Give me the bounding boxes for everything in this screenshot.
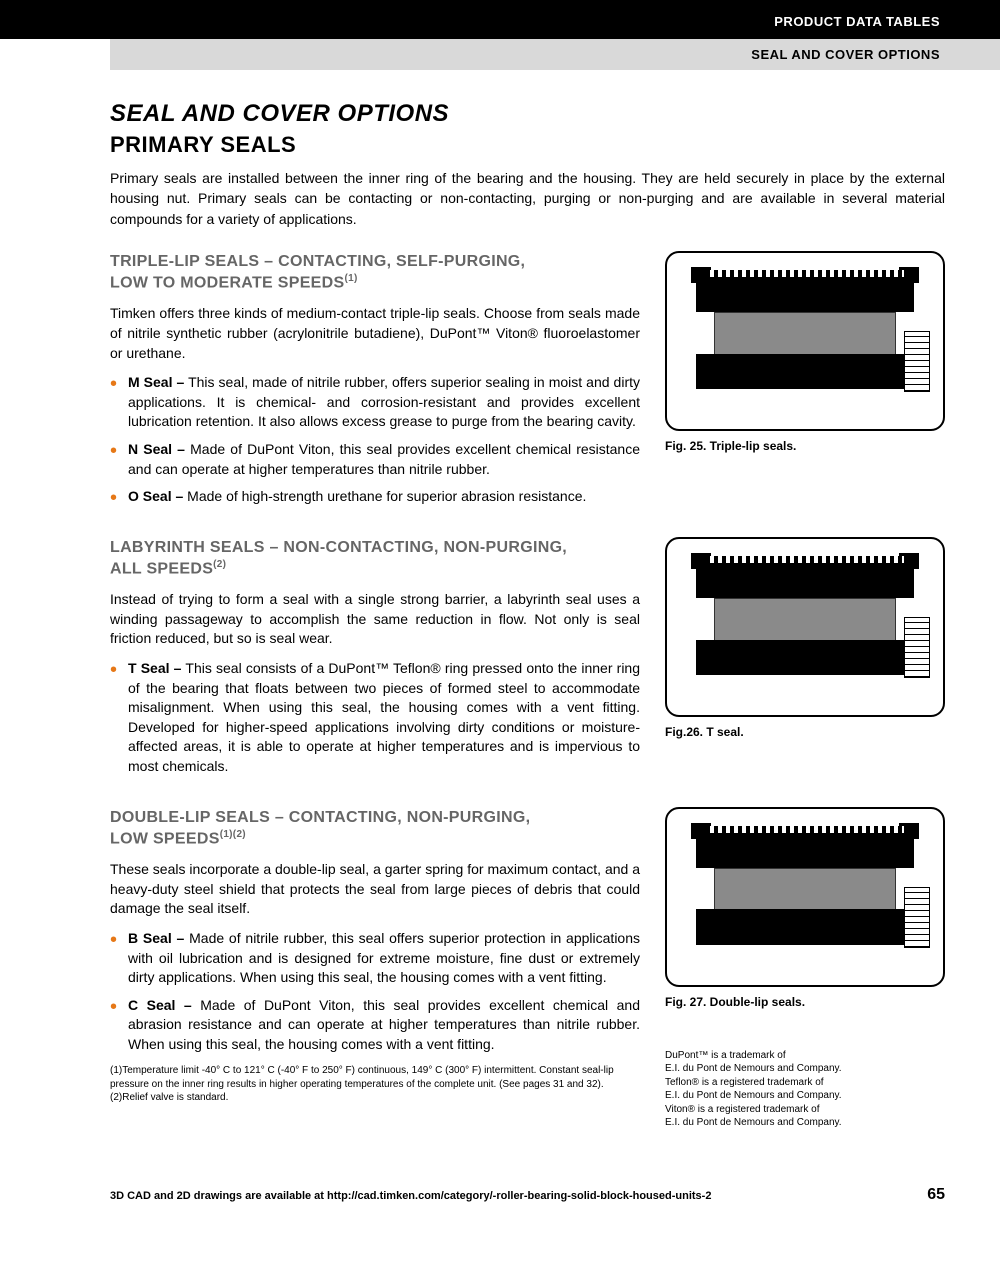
page-content: SEAL AND COVER OPTIONS PRIMARY SEALS Pri… xyxy=(0,70,1000,1172)
list-item: N Seal – Made of DuPont Viton, this seal… xyxy=(128,440,640,479)
intro-paragraph: Primary seals are installed between the … xyxy=(110,168,945,229)
figure-t-seal xyxy=(665,537,945,717)
section-labyrinth: LABYRINTH SEALS – NON-CONTACTING, NON-PU… xyxy=(110,537,945,785)
page-number: 65 xyxy=(927,1186,945,1204)
fig25-caption: Fig. 25. Triple-lip seals. xyxy=(665,439,945,453)
triple-body: Timken offers three kinds of medium-cont… xyxy=(110,304,640,363)
triple-heading: TRIPLE-LIP SEALS – CONTACTING, SELF-PURG… xyxy=(110,251,640,295)
double-heading: DOUBLE-LIP SEALS – CONTACTING, NON-PURGI… xyxy=(110,807,640,851)
list-item: O Seal – Made of high-strength urethane … xyxy=(128,487,640,507)
list-item: B Seal – Made of nitrile rubber, this se… xyxy=(128,929,640,988)
figure-triple-lip xyxy=(665,251,945,431)
footnotes: (1)Temperature limit -40° C to 121° C (-… xyxy=(110,1064,640,1105)
labyrinth-list: T Seal – This seal consists of a DuPont™… xyxy=(110,659,640,777)
double-body: These seals incorporate a double-lip sea… xyxy=(110,860,640,919)
labyrinth-body: Instead of trying to form a seal with a … xyxy=(110,590,640,649)
header-gray-text: SEAL AND COVER OPTIONS xyxy=(751,47,940,62)
main-title: SEAL AND COVER OPTIONS xyxy=(110,100,945,128)
figure-double-lip xyxy=(665,807,945,987)
section-triple-lip: TRIPLE-LIP SEALS – CONTACTING, SELF-PURG… xyxy=(110,251,945,515)
header-black-bar: PRODUCT DATA TABLES xyxy=(0,0,1000,39)
page-footer: 3D CAD and 2D drawings are available at … xyxy=(0,1172,1000,1224)
trademark-note: DuPont™ is a trademark of E.I. du Pont d… xyxy=(665,1049,945,1130)
header-gray-bar: SEAL AND COVER OPTIONS xyxy=(110,39,1000,70)
footer-text: 3D CAD and 2D drawings are available at … xyxy=(110,1190,711,1202)
list-item: T Seal – This seal consists of a DuPont™… xyxy=(128,659,640,777)
list-item: M Seal – This seal, made of nitrile rubb… xyxy=(128,373,640,432)
sub-title: PRIMARY SEALS xyxy=(110,132,945,158)
labyrinth-heading: LABYRINTH SEALS – NON-CONTACTING, NON-PU… xyxy=(110,537,640,581)
fig26-caption: Fig.26. T seal. xyxy=(665,725,945,739)
section-double-lip: DOUBLE-LIP SEALS – CONTACTING, NON-PURGI… xyxy=(110,807,945,1130)
triple-list: M Seal – This seal, made of nitrile rubb… xyxy=(110,373,640,507)
header-black-text: PRODUCT DATA TABLES xyxy=(774,14,940,29)
list-item: C Seal – Made of DuPont Viton, this seal… xyxy=(128,996,640,1055)
double-list: B Seal – Made of nitrile rubber, this se… xyxy=(110,929,640,1055)
fig27-caption: Fig. 27. Double-lip seals. xyxy=(665,995,945,1009)
